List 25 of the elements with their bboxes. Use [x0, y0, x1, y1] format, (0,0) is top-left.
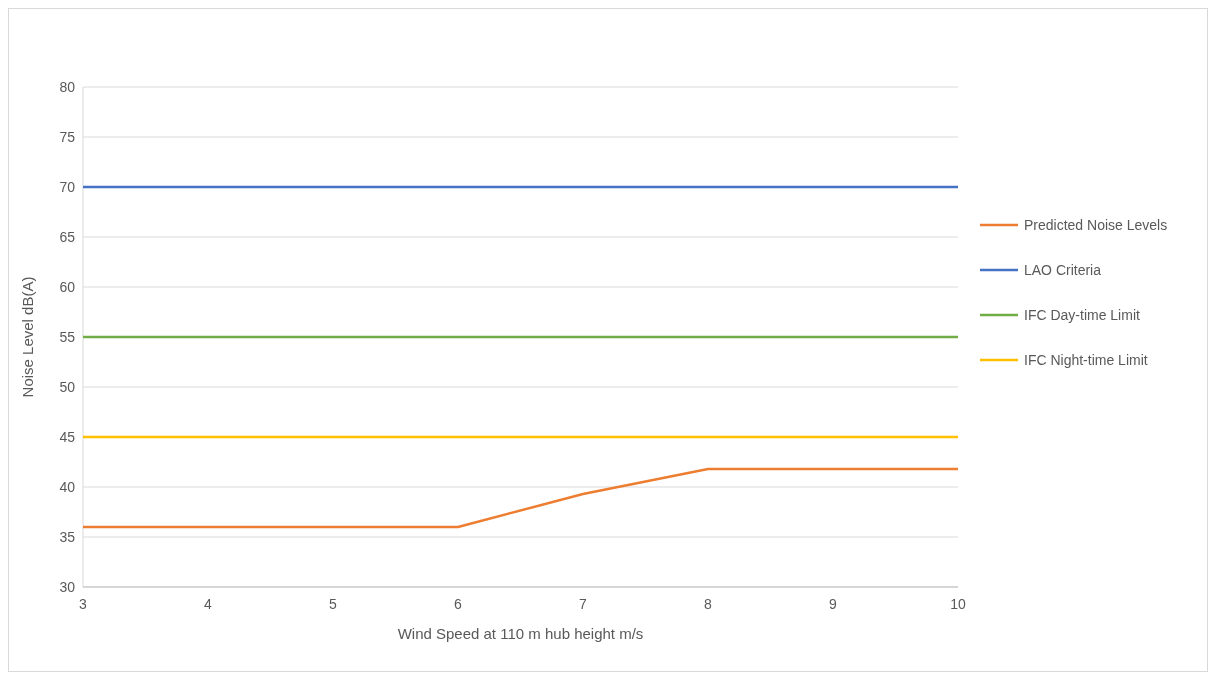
y-tick-label: 45 [59, 428, 76, 445]
y-tick-label: 50 [59, 378, 76, 395]
x-tick-label: 7 [579, 596, 588, 612]
y-tick-label: 35 [59, 528, 76, 545]
x-tick-label: 6 [454, 596, 463, 612]
x-tick-label: 8 [704, 596, 713, 612]
x-tick-label: 10 [950, 596, 966, 612]
legend-label: IFC Day-time Limit [1024, 306, 1141, 323]
y-tick-label: 60 [59, 278, 76, 295]
y-tick-label: 65 [59, 228, 76, 245]
y-tick-label: 40 [59, 478, 76, 495]
y-axis-title: Noise Level dB(A) [19, 276, 36, 398]
x-tick-label: 4 [204, 596, 213, 612]
y-tick-label: 70 [59, 178, 76, 195]
y-tick-label: 80 [59, 78, 76, 95]
y-tick-label: 55 [59, 328, 76, 345]
y-tick-label: 75 [59, 128, 76, 145]
legend-label: IFC Night-time Limit [1024, 351, 1148, 368]
legend-label: LAO Criteria [1024, 261, 1102, 278]
legend-label: Predicted Noise Levels [1024, 216, 1168, 233]
x-tick-label: 5 [329, 596, 338, 612]
x-tick-label: 3 [79, 596, 88, 612]
x-tick-label: 9 [829, 596, 838, 612]
x-axis-title: Wind Speed at 110 m hub height m/s [397, 625, 644, 642]
y-tick-label: 30 [59, 578, 76, 595]
